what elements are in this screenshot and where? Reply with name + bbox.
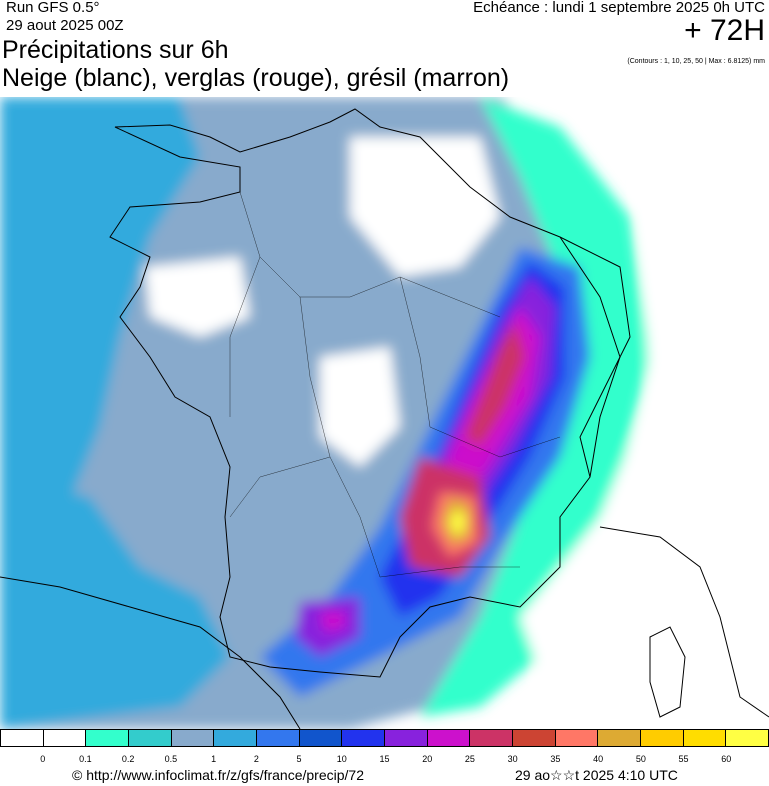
legend-swatch-12	[512, 729, 555, 747]
map-subtitle: Neige (blanc), verglas (rouge), grésil (…	[2, 64, 510, 92]
map-title: Précipitations sur 6h	[2, 36, 229, 64]
no-precip-center	[320, 347, 400, 467]
legend-tick: 35	[550, 754, 561, 764]
legend-tick: 0.2	[121, 754, 135, 764]
legend-tick: 55	[678, 754, 689, 764]
regional-borders	[229, 191, 561, 578]
legend-swatch-5	[213, 729, 257, 747]
run-date: 29 aout 2025 00Z	[6, 17, 124, 34]
legend-tick: 0.5	[164, 754, 178, 764]
coast-spain	[0, 576, 301, 729]
color-legend	[0, 729, 769, 749]
legend-swatch-6	[256, 729, 299, 747]
legend-swatch-10	[426, 729, 470, 747]
forecast-hour: + 72H	[684, 14, 765, 47]
legend-tick: 20	[422, 754, 433, 764]
legend-tick: 1	[211, 754, 217, 764]
legend-tick: 0.1	[79, 754, 92, 764]
legend-tick: 25	[464, 754, 475, 764]
legend-tick: 60	[721, 754, 732, 764]
legend-tick: 2	[253, 754, 259, 764]
corsica	[649, 626, 686, 718]
no-precip-brittany	[145, 257, 250, 337]
legend-tick: 30	[507, 754, 518, 764]
generated-timestamp: 29 ao☆☆t 2025 4:10 UTC	[515, 767, 678, 783]
legend-tick: 0	[40, 754, 46, 764]
legend-swatch-7	[298, 729, 342, 747]
no-precip-north	[350, 137, 500, 277]
no-precip-east	[520, 177, 769, 729]
legend-swatch-0	[0, 729, 43, 747]
legend-tick: 10	[336, 754, 347, 764]
legend-swatch-15	[640, 729, 683, 747]
alps-border	[559, 236, 621, 478]
legend-swatch-13	[554, 729, 598, 747]
legend-swatch-9	[384, 729, 427, 747]
contours-info: (Contours : 1, 10, 25, 50 | Max : 6.8125…	[627, 58, 765, 65]
legend-swatch-14	[597, 729, 641, 747]
legend-swatch-8	[341, 729, 385, 747]
legend-tick: 50	[635, 754, 646, 764]
legend-swatch-17	[725, 729, 769, 747]
legend-swatch-3	[128, 729, 171, 747]
legend-swatch-1	[42, 729, 86, 747]
legend-swatch-2	[85, 729, 129, 747]
legend-tick: 15	[379, 754, 390, 764]
precip-band-west	[0, 97, 200, 577]
credit-text: © http://www.infoclimat.fr/z/gfs/france/…	[72, 767, 364, 783]
legend-tick: 40	[593, 754, 604, 764]
precip-band-max	[449, 509, 466, 535]
precipitation-map	[0, 97, 769, 729]
legend-swatch-16	[682, 729, 726, 747]
precip-cell-sw-core	[320, 612, 345, 632]
coastline-france	[109, 108, 631, 678]
precip-band-30mm	[465, 322, 525, 447]
run-label: Run GFS 0.5°	[6, 0, 100, 16]
forecast-valid-time: Echéance : lundi 1 septembre 2025 0h UTC	[473, 0, 765, 16]
legend-swatch-4	[170, 729, 214, 747]
coast-italy	[599, 526, 769, 718]
legend-tick: 5	[296, 754, 302, 764]
legend-ticks: 0 0.1 0.2 0.5 1 2 5 10 15 20 25 30 35 40 50 55 60	[0, 754, 769, 766]
legend-swatch-11	[469, 729, 513, 747]
precip-band-cyan	[420, 97, 650, 717]
